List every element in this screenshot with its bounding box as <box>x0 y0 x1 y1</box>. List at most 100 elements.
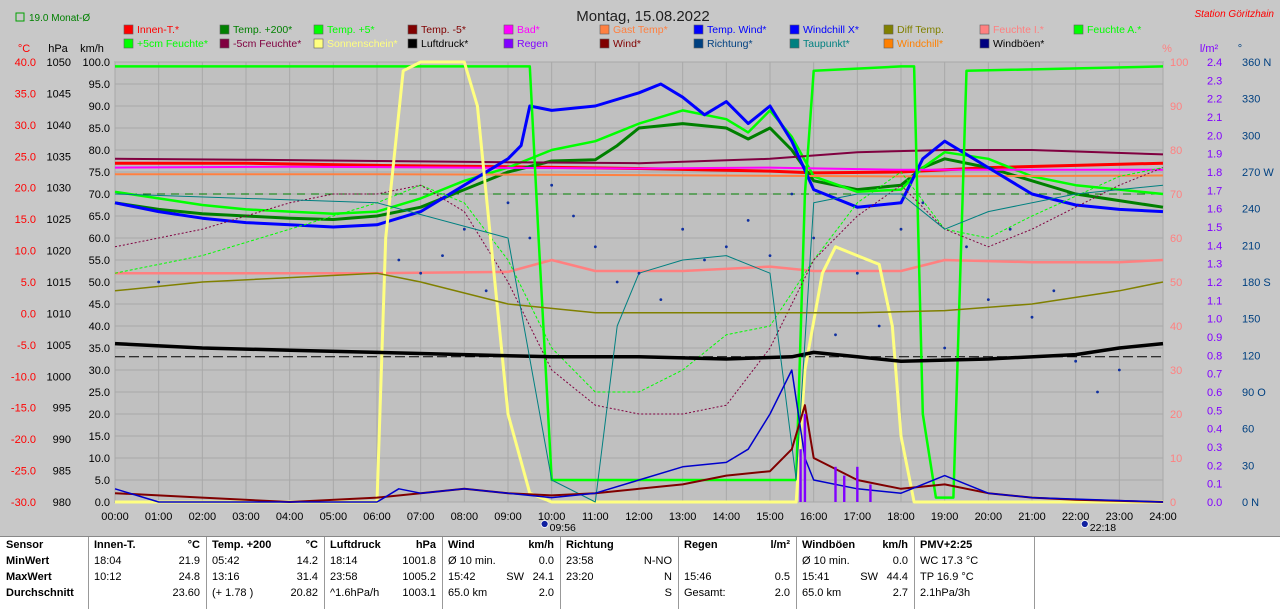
stats-column: Luftdruck hPa 18:14 1001.8 23:58 1005.2 ^1.6hP… <box>324 537 443 609</box>
stats-min-val: N-NO <box>643 555 672 567</box>
stats-title: Luftdruck <box>330 539 381 551</box>
temp-tick-label: -5.0 <box>17 340 36 352</box>
scatter-point <box>768 254 772 257</box>
series-7 <box>115 258 1164 275</box>
hum-tick-label: 60 <box>1170 233 1182 245</box>
scatter-point <box>462 227 466 231</box>
series-14 <box>114 184 1164 503</box>
wind-tick-label: 95.0 <box>89 79 110 91</box>
stats-avg-left: 65.0 km <box>448 587 488 599</box>
legend-label: Bad* <box>517 24 540 36</box>
press-tick-label: 1030 <box>47 183 71 195</box>
stats-min-time: 23:58 <box>566 555 594 567</box>
series-15 <box>114 404 1164 503</box>
stats-min-time: 18:14 <box>330 555 358 567</box>
series-8 <box>115 65 1164 499</box>
rain-tick-label: 0.7 <box>1207 369 1222 381</box>
stats-avg-val: 2.0 <box>538 587 554 599</box>
scatter-point <box>550 183 554 187</box>
stats-column: Windböen km/h Ø 10 min. 0.0 15:41 SW 44.4 65.0 … <box>796 537 915 609</box>
stats-row: 23:58 1005.2 <box>324 569 442 585</box>
stats-row-labels: Sensor MinWert MaxWert Durchschnitt <box>0 537 89 609</box>
scatter-point <box>681 227 685 231</box>
dir-unit-label: ° <box>1238 43 1242 55</box>
press-tick-label: 1025 <box>47 214 71 226</box>
scatter-point <box>834 333 837 337</box>
series-line <box>114 404 1164 503</box>
stats-avg-label: Durchschnitt <box>6 587 74 599</box>
temp-unit-label: °C <box>18 43 30 55</box>
stats-header-label: Sensor <box>6 539 44 551</box>
press-tick-label: 1040 <box>47 120 71 132</box>
scatter-point <box>1052 289 1056 293</box>
wind-tick-label: 65.0 <box>89 211 110 223</box>
series-3 <box>114 149 1164 165</box>
stats-avg-val: 2.7 <box>892 587 908 599</box>
dir-tick-label: 330 <box>1242 94 1260 106</box>
stats-row: 65.0 km 2.0 <box>442 585 560 601</box>
stats-min-time: 18:04 <box>94 555 122 567</box>
x-tick-label: 08:00 <box>451 511 479 523</box>
scatter-point <box>528 236 532 240</box>
scatter-point <box>397 258 401 262</box>
scatter-point <box>593 245 597 249</box>
temp-tick-label: 25.0 <box>15 151 36 163</box>
stats-max-val: 1005.2 <box>402 571 436 583</box>
month-avg-label: 19.0 Monat-Ø <box>29 13 90 24</box>
stats-row: PMV+2:25 <box>914 537 1034 553</box>
stats-row: Gesamt: 2.0 <box>678 585 796 601</box>
stats-max-val: N <box>664 571 672 583</box>
legend-label: Regen <box>517 38 548 50</box>
wind-tick-label: 45.0 <box>89 299 110 311</box>
stats-row: S <box>560 585 678 601</box>
stats-max-time: 15:42 <box>448 571 476 583</box>
x-tick-label: 24:00 <box>1149 511 1177 523</box>
hum-tick-label: 50 <box>1170 277 1182 289</box>
stats-column: Richtung 23:58 N-NO 23:20 N S <box>560 537 679 609</box>
stats-row: 13:16 31.4 <box>206 569 324 585</box>
rain-tick-label: 0.1 <box>1207 479 1222 491</box>
legend-swatch <box>979 24 990 35</box>
legend-swatch <box>789 24 800 35</box>
scatter-point <box>1008 227 1012 231</box>
wind-tick-label: 90.0 <box>89 101 110 113</box>
axis-units: °C hPa km/h% l/m² ° <box>18 43 1242 55</box>
legend-label: Temp. +200* <box>233 24 292 36</box>
press-unit-label: hPa <box>48 43 68 55</box>
stats-row: Ø 10 min. 0.0 <box>796 553 914 569</box>
x-tick-label: 09:00 <box>494 511 522 523</box>
rain-tick-label: 0.6 <box>1207 387 1222 399</box>
hum-tick-label: 100 <box>1170 57 1188 69</box>
series-line <box>114 165 1163 171</box>
press-tick-label: 980 <box>53 497 71 509</box>
stats-row: Wind km/h <box>442 537 560 553</box>
series-line <box>115 173 1164 178</box>
rain-tick-label: 1.5 <box>1207 222 1222 234</box>
marker-label: 09:56 <box>550 522 576 534</box>
stats-title: Wind <box>448 539 475 551</box>
series-line <box>114 167 1164 393</box>
wind-tick-label: 30.0 <box>89 365 110 377</box>
stats-title: Innen-T. <box>94 539 136 551</box>
temp-tick-label: 5.0 <box>21 277 36 289</box>
markers: 09:56 22:18 <box>540 520 1116 534</box>
stats-min-label: MinWert <box>6 555 50 567</box>
scatter-point <box>1096 390 1099 394</box>
legend-label: Windböen* <box>993 38 1044 50</box>
rain-tick-label: 1.0 <box>1207 314 1222 326</box>
scatter-point <box>921 201 925 205</box>
series-10 <box>114 167 1164 415</box>
temp-tick-label: 20.0 <box>15 183 36 195</box>
stats-row <box>678 553 796 569</box>
legend-label: Feuchte I.* <box>993 24 1044 36</box>
stats-row: 15:46 0.5 <box>678 569 796 585</box>
rain-tick-label: 2.3 <box>1207 75 1222 87</box>
rain-tick-label: 0.5 <box>1207 405 1222 417</box>
legend-swatch <box>883 38 894 49</box>
stats-max-time: 15:41 <box>802 571 830 583</box>
stats-column: Wind km/h Ø 10 min. 0.0 15:42 SW 24.1 65.0 km 2.… <box>442 537 561 609</box>
scatter-point <box>1030 315 1034 319</box>
stats-row: Innen-T. °C <box>88 537 206 553</box>
stats-avg-val: 23.60 <box>172 587 200 599</box>
temp-tick-label: 10.0 <box>15 246 36 258</box>
